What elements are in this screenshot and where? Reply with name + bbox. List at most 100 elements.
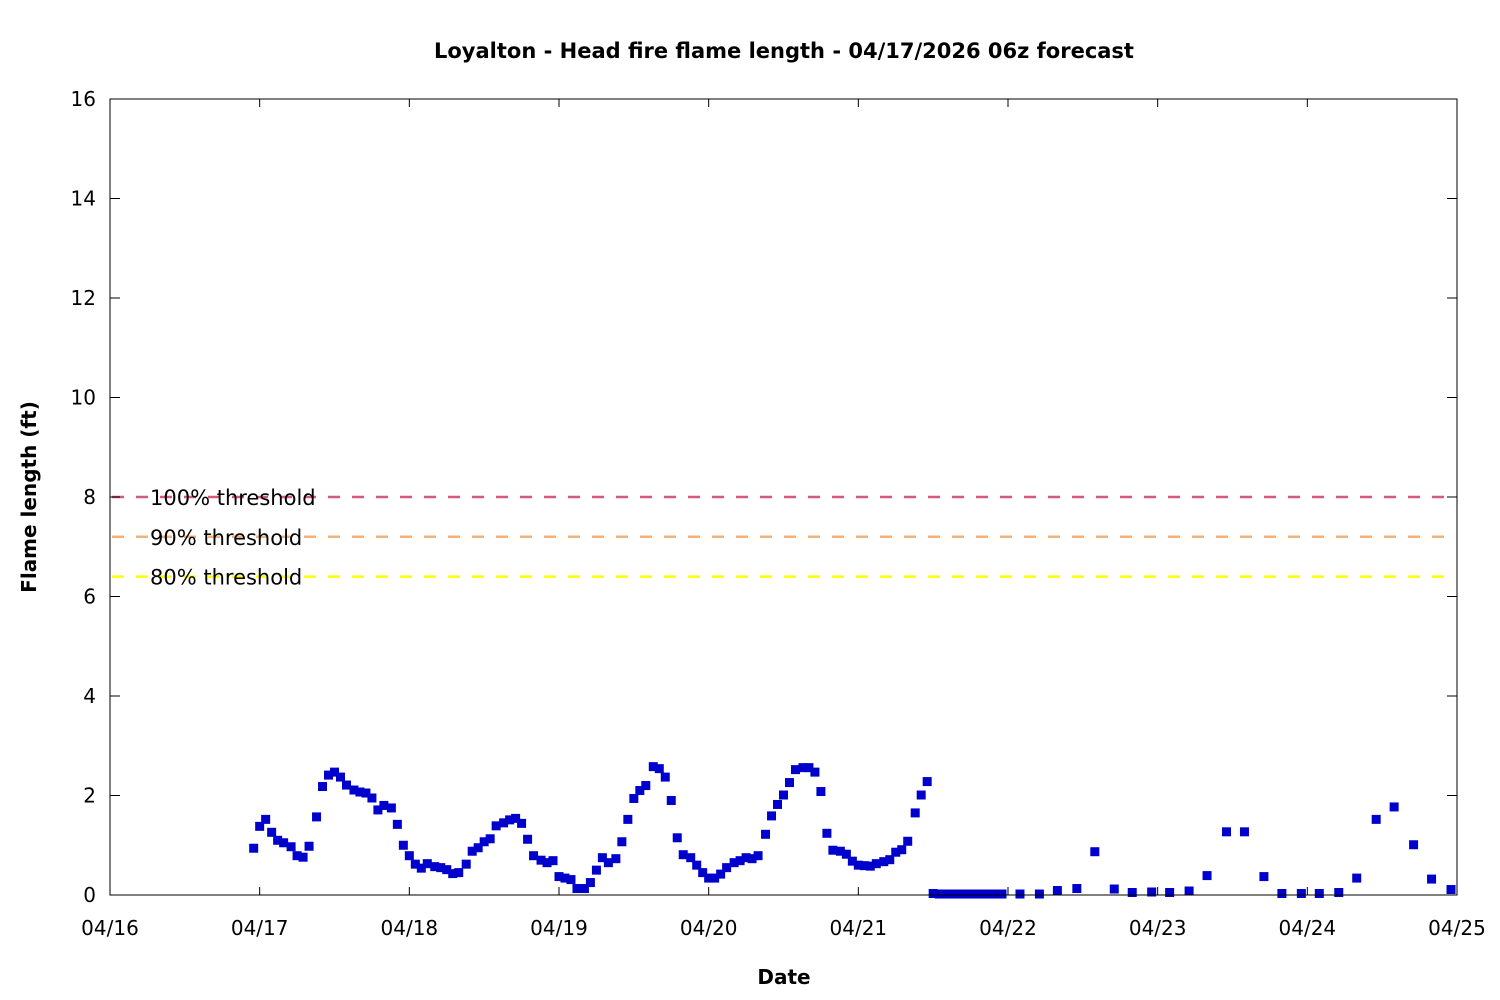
data-point (1072, 884, 1082, 894)
data-point (928, 889, 938, 899)
data-point (279, 838, 289, 848)
data-point (1052, 886, 1062, 896)
y-tick-label: 12 (71, 286, 96, 310)
data-point (355, 787, 365, 797)
data-point (660, 772, 670, 782)
data-point (934, 889, 944, 899)
data-point (1222, 827, 1232, 837)
y-tick-label: 8 (83, 485, 96, 509)
data-point (430, 862, 440, 872)
data-point (1389, 802, 1399, 812)
data-point (859, 861, 869, 871)
data-point (341, 780, 351, 790)
data-point (367, 793, 377, 803)
data-point (479, 837, 489, 847)
data-point (517, 818, 527, 828)
data-point (779, 790, 788, 800)
data-point (536, 855, 546, 865)
data-point (286, 842, 296, 852)
data-point (461, 859, 471, 869)
data-point (304, 841, 314, 851)
data-point (398, 840, 408, 850)
data-point (798, 763, 808, 773)
data-point (692, 860, 702, 870)
threshold-label: 100% threshold (150, 486, 316, 510)
data-point (442, 865, 452, 875)
data-point (292, 851, 302, 861)
x-tick-label: 04/17 (231, 916, 289, 940)
data-point (603, 858, 613, 868)
data-point (330, 767, 339, 777)
data-point (542, 858, 552, 868)
y-tick-label: 10 (71, 386, 96, 410)
data-point (267, 827, 277, 837)
data-point (747, 854, 757, 864)
data-point (722, 863, 732, 873)
x-tick-label: 04/23 (1129, 916, 1187, 940)
data-point (579, 884, 589, 894)
data-point (940, 889, 950, 899)
x-axis-ticks: 04/16 04/17 04/18 04/19 04/20 04/21 04/22 04/23… (81, 99, 1486, 940)
data-point (1202, 871, 1212, 881)
x-tick-label: 04/20 (680, 916, 738, 940)
data-point (597, 853, 607, 863)
data-point (1446, 885, 1456, 895)
data-point (841, 849, 851, 859)
data-point (511, 813, 521, 823)
data-point (978, 889, 988, 899)
data-point (554, 872, 564, 882)
data-point (954, 889, 964, 899)
x-tick-label: 04/16 (81, 916, 139, 940)
data-point (654, 764, 664, 774)
y-tick-label: 16 (71, 87, 96, 111)
data-point (922, 777, 932, 787)
data-point (491, 821, 501, 831)
data-point (1184, 886, 1194, 896)
x-tick-label: 04/19 (530, 916, 588, 940)
data-point (672, 833, 682, 843)
data-point (1239, 827, 1249, 837)
data-point (404, 851, 414, 861)
data-point (448, 869, 458, 879)
threshold-lines: 100% threshold 90% threshold 80% threshold (112, 486, 1455, 590)
data-point (560, 873, 570, 883)
data-point (916, 790, 926, 800)
data-point (585, 878, 595, 888)
data-point (1109, 884, 1119, 894)
data-point (324, 770, 334, 780)
data-point (1090, 847, 1100, 857)
data-point (1371, 814, 1381, 824)
data-point (485, 834, 495, 844)
x-tick-label: 04/24 (1279, 916, 1337, 940)
data-point (822, 828, 832, 838)
data-point (379, 800, 389, 810)
data-point (572, 884, 582, 894)
data-point (879, 857, 889, 867)
data-point (948, 889, 958, 899)
data-point (828, 845, 838, 855)
data-point (1334, 888, 1344, 898)
data-point (249, 843, 259, 853)
data-point (298, 852, 308, 862)
threshold-label: 90% threshold (150, 526, 302, 550)
data-point (611, 854, 621, 864)
data-point (784, 778, 794, 788)
data-point (678, 850, 688, 860)
data-point (529, 851, 539, 861)
data-point (499, 818, 509, 828)
data-point (804, 763, 814, 773)
data-point (318, 782, 328, 792)
data-point (991, 889, 1001, 899)
data-point (729, 858, 739, 868)
data-point (410, 859, 420, 869)
data-point (623, 814, 633, 824)
data-point (847, 856, 857, 866)
data-point (454, 868, 464, 878)
data-point (261, 814, 271, 824)
data-point (885, 855, 895, 865)
data-point (761, 829, 771, 839)
y-tick-label: 2 (83, 784, 96, 808)
data-point (897, 845, 907, 855)
data-point (810, 767, 820, 777)
data-point (416, 863, 426, 873)
